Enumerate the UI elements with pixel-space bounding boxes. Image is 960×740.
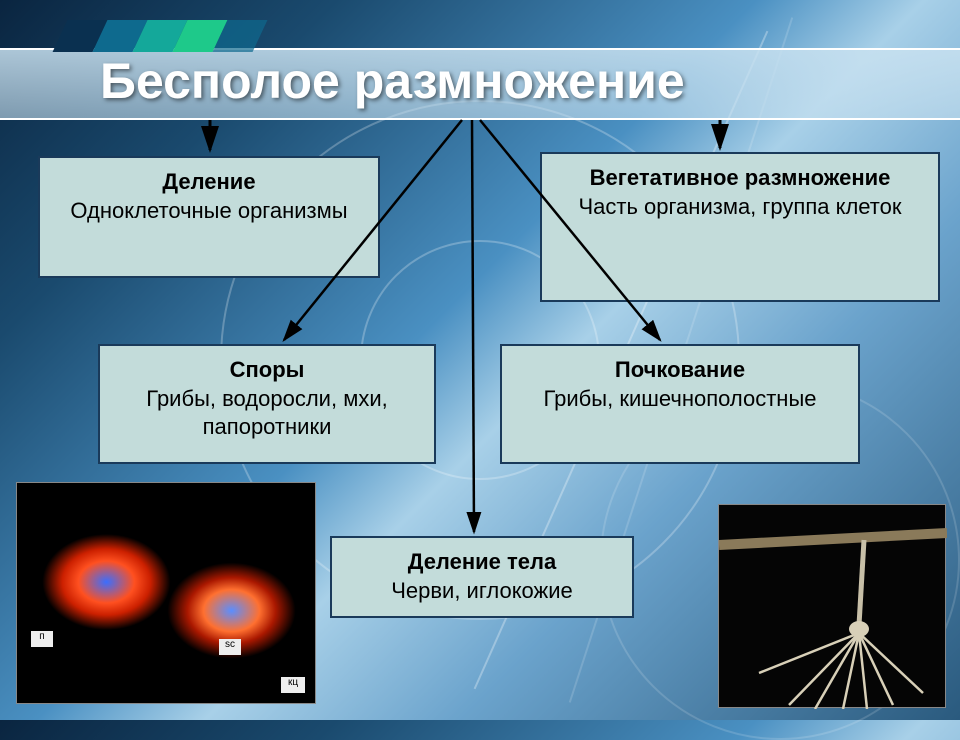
box-sub: Часть организма, группа клеток bbox=[556, 193, 924, 222]
box-sub: Грибы, водоросли, мхи, папоротники bbox=[114, 385, 420, 442]
img-label: п bbox=[31, 631, 53, 647]
box-body-division: Деление тела Черви, иглокожие bbox=[330, 536, 634, 618]
box-budding: Почкование Грибы, кишечнополостные bbox=[500, 344, 860, 464]
box-vegetative: Вегетативное размножение Часть организма… bbox=[540, 152, 940, 302]
box-sub: Одноклеточные организмы bbox=[54, 197, 364, 226]
page-title: Бесполое размножение bbox=[100, 52, 685, 110]
image-cell-division: п sc кц bbox=[16, 482, 316, 704]
box-spores: Споры Грибы, водоросли, мхи, папоротники bbox=[98, 344, 436, 464]
box-title: Споры bbox=[114, 356, 420, 385]
img-label: sc bbox=[219, 639, 241, 655]
img-label: кц bbox=[281, 677, 305, 693]
box-division: Деление Одноклеточные организмы bbox=[38, 156, 380, 278]
box-sub: Черви, иглокожие bbox=[346, 577, 618, 606]
box-title: Вегетативное размножение bbox=[556, 164, 924, 193]
box-title: Деление bbox=[54, 168, 364, 197]
box-title: Почкование bbox=[516, 356, 844, 385]
image-hydra bbox=[718, 504, 946, 708]
box-title: Деление тела bbox=[346, 548, 618, 577]
box-sub: Грибы, кишечнополостные bbox=[516, 385, 844, 414]
